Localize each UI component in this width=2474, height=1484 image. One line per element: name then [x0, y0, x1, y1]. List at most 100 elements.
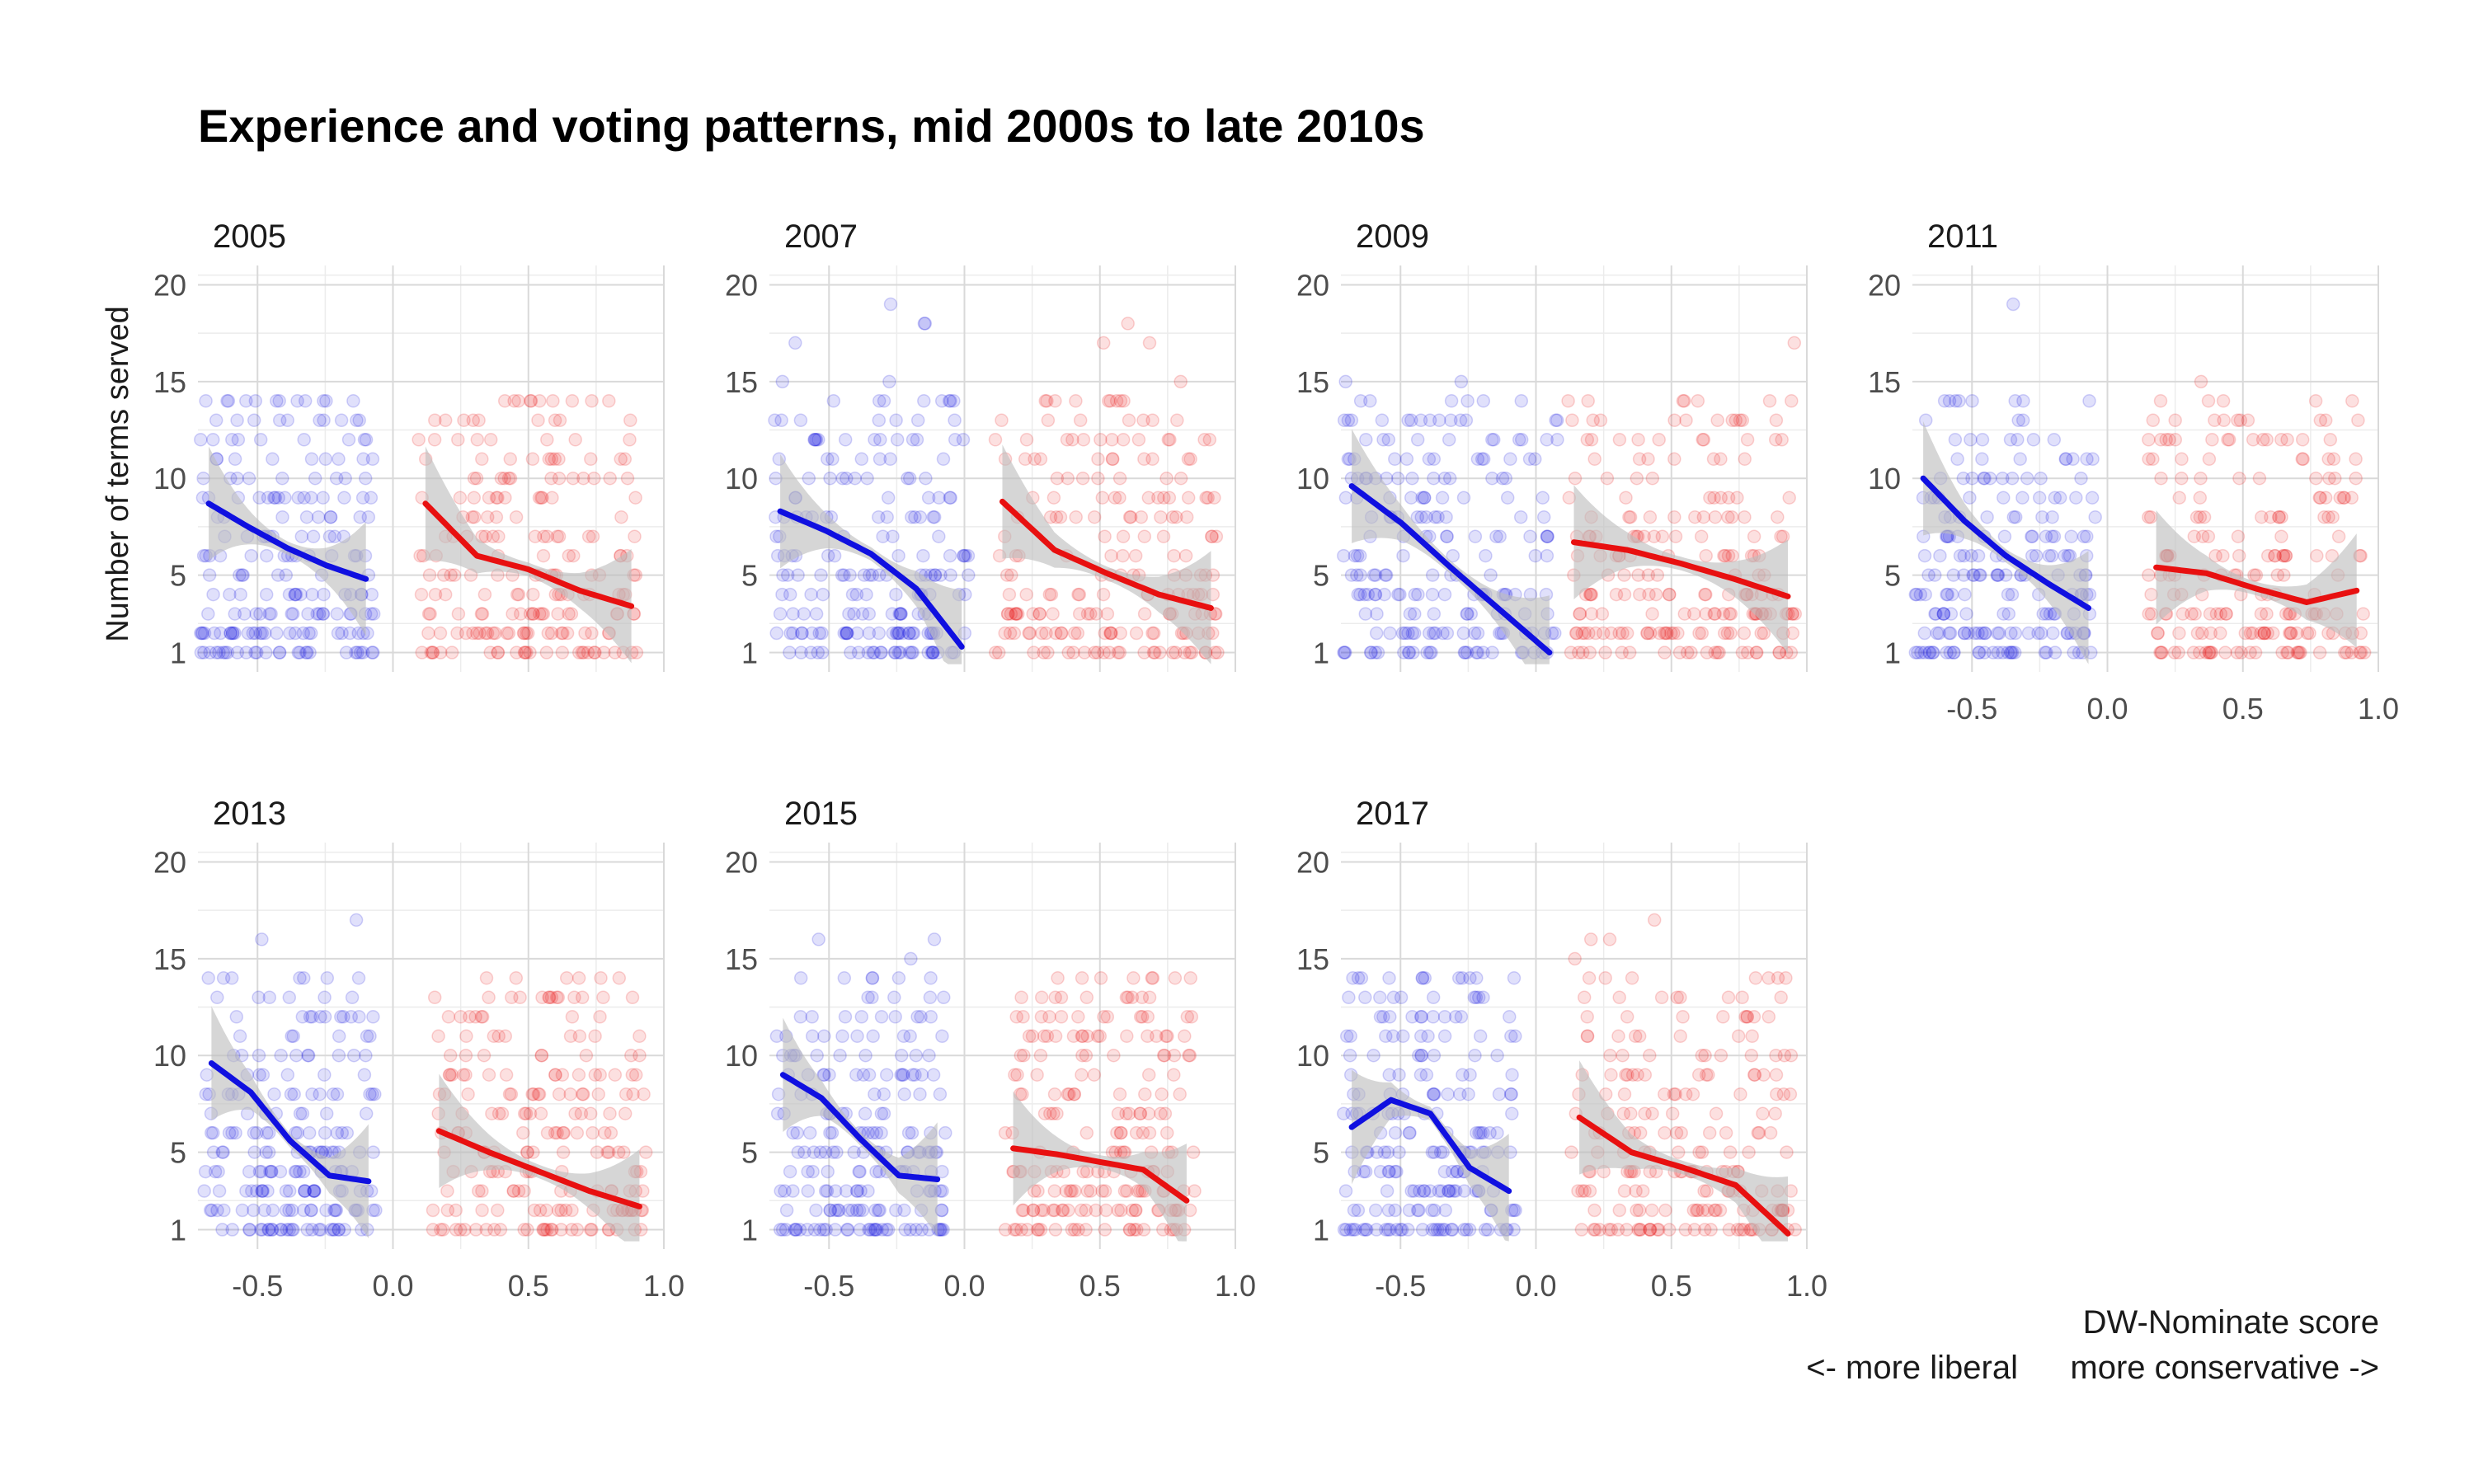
dem-point — [261, 491, 275, 505]
dem-point — [775, 374, 790, 389]
rep-point — [1641, 568, 1656, 582]
dem-point — [923, 990, 938, 1005]
dem-point — [303, 626, 318, 641]
rep-point — [1665, 1106, 1680, 1120]
dem-point — [933, 1087, 948, 1101]
dem-point — [1410, 510, 1425, 524]
rep-point — [533, 1203, 548, 1218]
dem-point — [206, 433, 220, 447]
y-tick-label: 5 — [1313, 559, 1329, 593]
rep-point — [444, 1068, 459, 1082]
dem-point — [206, 1125, 220, 1140]
rep-point — [2357, 646, 2372, 660]
rep-point — [1647, 913, 1662, 928]
rep-point — [2194, 374, 2208, 389]
dem-point — [1391, 587, 1405, 602]
dem-point — [1522, 452, 1537, 467]
rep-point — [457, 413, 471, 428]
dem-point — [1992, 626, 2006, 641]
rep-point — [624, 1048, 638, 1063]
dem-point — [1940, 587, 1954, 602]
dem-point — [272, 394, 286, 408]
dem-point — [877, 394, 891, 408]
dem-point — [905, 1125, 920, 1140]
dem-point — [1947, 646, 1961, 660]
rep-point — [453, 491, 468, 505]
rep-point — [1041, 646, 1055, 660]
dem-point — [1408, 607, 1422, 621]
dem-point — [217, 1203, 231, 1218]
rep-point — [1145, 413, 1159, 428]
dem-point — [257, 1203, 272, 1218]
rep-point — [501, 471, 516, 486]
dem-point — [1937, 394, 1952, 408]
rep-point — [475, 1203, 489, 1218]
dem-point — [921, 646, 935, 660]
rep-point — [1122, 510, 1137, 524]
dem-point — [1940, 646, 1954, 660]
dem-point — [1407, 1184, 1422, 1198]
rep-point — [1708, 607, 1722, 621]
rep-point — [568, 1106, 582, 1120]
rep-point — [1067, 1087, 1081, 1101]
dem-point — [891, 626, 905, 641]
dem-point — [279, 568, 294, 582]
rep-point — [1136, 1125, 1150, 1140]
dem-point — [835, 568, 849, 582]
rep-point — [1054, 626, 1069, 641]
dem-point — [1472, 1125, 1486, 1140]
dem-point — [783, 587, 797, 602]
rep-point — [1055, 1203, 1070, 1218]
rep-point — [1708, 646, 1722, 660]
dem-point — [357, 433, 372, 447]
rep-point — [1183, 646, 1197, 660]
dem-point — [2080, 452, 2094, 467]
rep-point — [506, 1184, 521, 1198]
rep-point — [585, 1223, 599, 1237]
rep-point — [1700, 646, 1714, 660]
rep-point — [1771, 971, 1785, 985]
dem-point — [902, 626, 916, 641]
rep-point — [1724, 510, 1739, 524]
rep-point — [536, 607, 551, 621]
dem-point — [908, 1068, 922, 1082]
dem-point — [199, 1087, 214, 1101]
dem-point — [343, 626, 357, 641]
dem-point — [350, 413, 364, 428]
rep-point — [1080, 1184, 1095, 1198]
rep-point — [1637, 529, 1651, 543]
rep-point — [1015, 1087, 1029, 1101]
dem-point — [905, 646, 919, 660]
rep-point — [1718, 548, 1733, 563]
dem-point — [1414, 1010, 1429, 1024]
dem-point — [1996, 471, 2010, 486]
dem-point — [2015, 491, 2030, 505]
rep-point — [2260, 626, 2274, 641]
dem-point — [308, 471, 322, 486]
dem-point — [1385, 1029, 1400, 1044]
dem-point — [297, 433, 311, 447]
dem-point — [2013, 452, 2027, 467]
dem-point — [862, 626, 877, 641]
dem-point — [818, 1184, 833, 1198]
dem-point — [357, 1068, 372, 1082]
dem-point — [197, 626, 212, 641]
dem-point — [882, 374, 896, 389]
rep-point — [1156, 1223, 1170, 1237]
dem-point — [262, 607, 277, 621]
dem-confidence-band — [783, 1017, 938, 1237]
dem-point — [285, 1203, 299, 1218]
rep-point — [475, 1184, 489, 1198]
rep-point — [2204, 646, 2218, 660]
rep-point — [1103, 626, 1117, 641]
dem-point — [1358, 1164, 1373, 1179]
rep-point — [1137, 646, 1151, 660]
rep-point — [2216, 394, 2231, 408]
rep-point — [603, 1106, 617, 1120]
dem-point — [317, 413, 331, 428]
dem-point — [1540, 529, 1554, 543]
dem-point — [319, 1106, 334, 1120]
y-tick-label: 20 — [1868, 268, 1901, 302]
rep-point — [1673, 1029, 1687, 1044]
dem-point — [329, 471, 344, 486]
